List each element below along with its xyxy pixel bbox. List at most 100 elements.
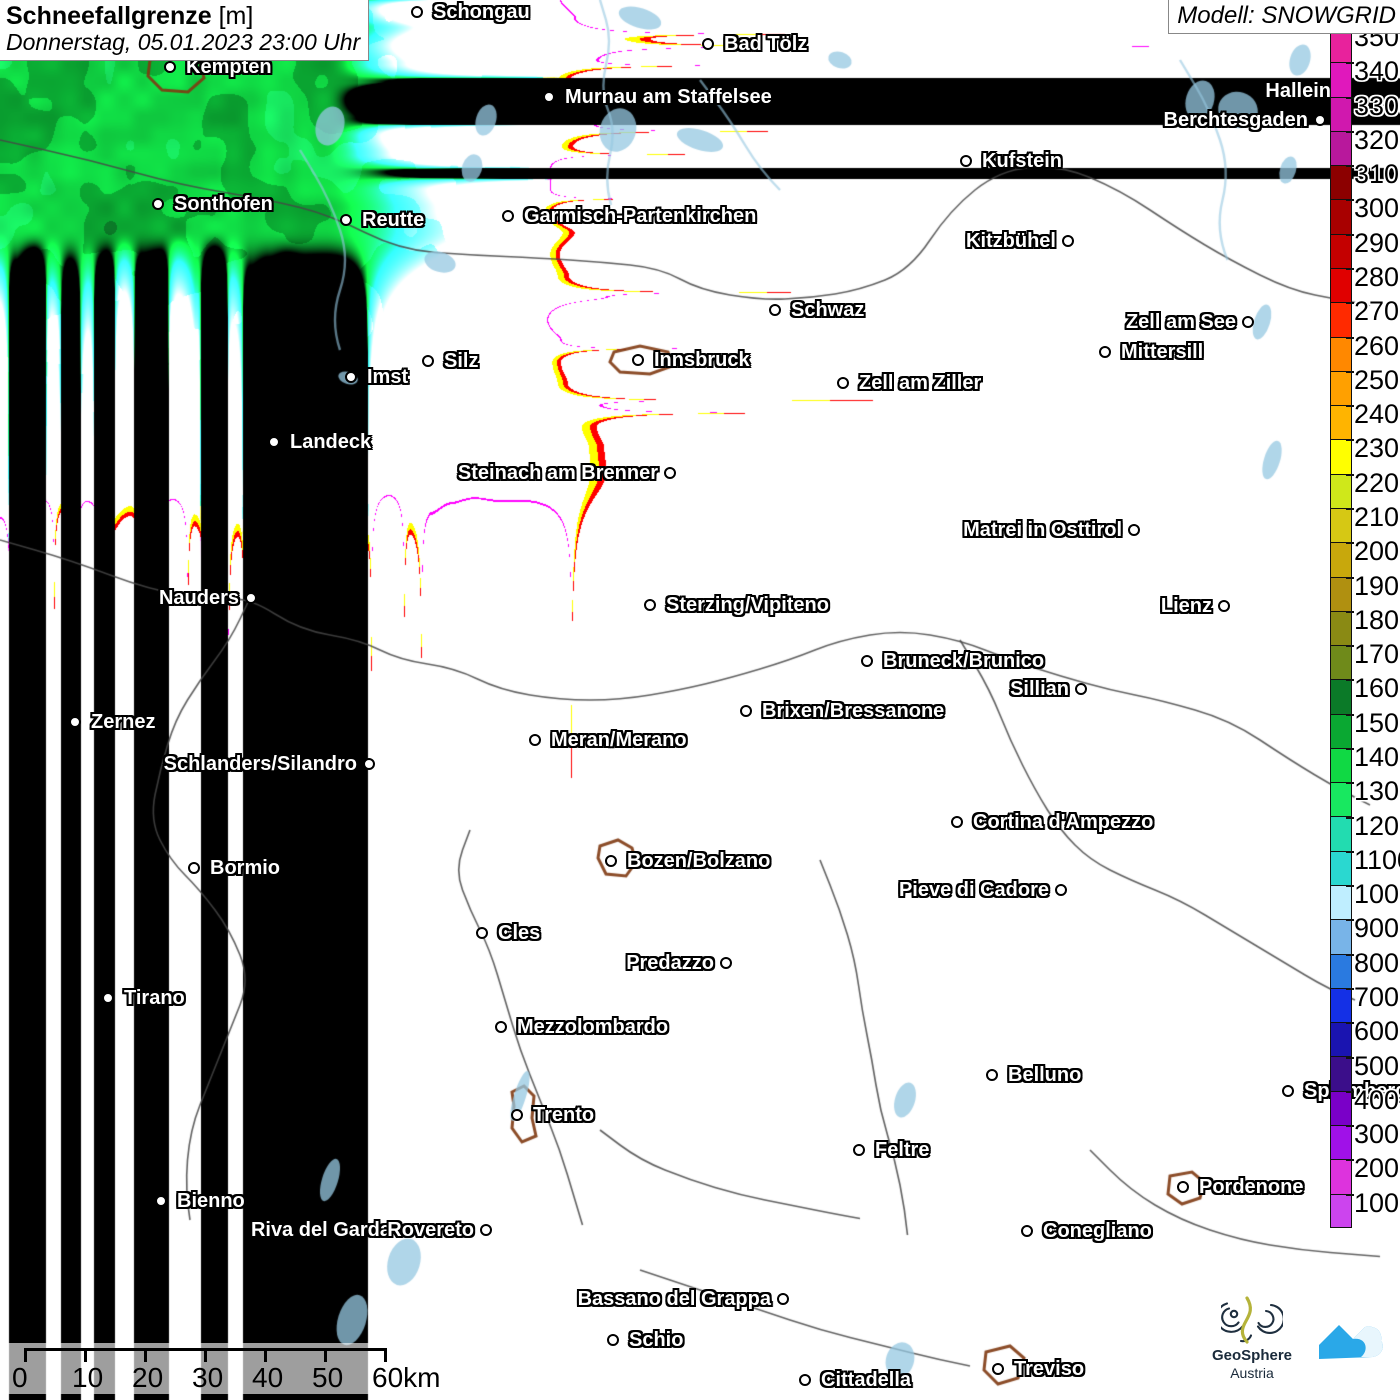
city-label: Riva del Garda bbox=[250, 1219, 391, 1241]
scale-label: 10 bbox=[72, 1362, 104, 1393]
colorbar-tick bbox=[1346, 988, 1354, 990]
city-label: Schio bbox=[629, 1329, 684, 1351]
city-label: Murnau am Staffelsee bbox=[565, 86, 772, 108]
colorbar-swatch bbox=[1330, 507, 1352, 543]
scale-label: 40 bbox=[252, 1362, 284, 1393]
colorbar-tick bbox=[1346, 610, 1354, 613]
colorbar-tick-label: 2300 bbox=[1354, 433, 1400, 464]
city-label: Cittadella bbox=[821, 1369, 912, 1391]
city-dot-icon bbox=[397, 1224, 409, 1236]
colorbar-tick-label: 1900 bbox=[1354, 570, 1400, 601]
city-dot-icon bbox=[1075, 683, 1087, 695]
colorbar-swatch bbox=[1330, 885, 1352, 920]
city-label: Kempten bbox=[186, 56, 272, 78]
city-dot-icon bbox=[960, 155, 972, 167]
city-label: Pordenone bbox=[1199, 1176, 1304, 1198]
city-dot-icon bbox=[69, 716, 81, 728]
colorbar-swatch bbox=[1330, 816, 1352, 851]
colorbar-tick-label: 200 bbox=[1354, 1153, 1400, 1184]
colorbar-tick bbox=[1346, 233, 1354, 236]
city-label: Sillian bbox=[1010, 678, 1069, 700]
scale-bar: 0 10 20 30 40 50 60km bbox=[4, 1343, 440, 1394]
city-label: Nauders bbox=[158, 587, 239, 609]
colorbar-tick-label: 2900 bbox=[1354, 227, 1400, 258]
city-label: Cles bbox=[498, 922, 541, 944]
city-label: Bassano del Grappa bbox=[577, 1288, 771, 1310]
colorbar-swatch bbox=[1330, 1125, 1352, 1160]
colorbar-tick-label: 700 bbox=[1354, 982, 1400, 1012]
city-label: Matrei in Osttirol bbox=[963, 519, 1122, 541]
colorbar-tick-label: 400 bbox=[1354, 1084, 1400, 1115]
city-dot-icon bbox=[1314, 114, 1326, 126]
colorbar-tick-label: 2800 bbox=[1354, 262, 1400, 292]
colorbar-tick bbox=[1346, 130, 1354, 133]
colorbar-swatch bbox=[1330, 1193, 1352, 1228]
city-dot-icon bbox=[777, 1293, 789, 1305]
city-label: Belluno bbox=[1008, 1064, 1082, 1086]
city-dot-icon bbox=[345, 371, 357, 383]
geosphere-logo[interactable]: GeoSphere Austria bbox=[1206, 1282, 1298, 1394]
scale-label: 30 bbox=[192, 1362, 224, 1393]
scale-tick bbox=[144, 1348, 147, 1362]
city-dot-icon bbox=[422, 355, 434, 367]
colorbar-tick bbox=[1346, 542, 1354, 545]
city-dot-icon bbox=[511, 1109, 523, 1121]
colorbar-swatch bbox=[1330, 576, 1352, 611]
colorbar-swatch bbox=[1330, 1022, 1352, 1057]
city-label: Zernez bbox=[91, 711, 156, 733]
colorbar-tick-label: 2100 bbox=[1354, 502, 1400, 532]
colorbar-tick bbox=[1346, 782, 1354, 785]
city-dot-icon bbox=[799, 1374, 811, 1386]
colorbar-swatch bbox=[1330, 747, 1352, 783]
colorbar[interactable] bbox=[1330, 28, 1352, 1228]
city-label: Feltre bbox=[875, 1139, 930, 1161]
colorbar-swatch bbox=[1330, 165, 1352, 200]
colorbar-tick bbox=[1346, 508, 1354, 510]
city-label: Kitzbühel bbox=[966, 230, 1056, 252]
colorbar-tick-label: 1100 bbox=[1354, 844, 1400, 875]
city-dot-icon bbox=[245, 592, 257, 604]
colorbar-tick-label: 2000 bbox=[1354, 536, 1400, 567]
city-dot-icon bbox=[837, 377, 849, 389]
city-label: Silz bbox=[444, 350, 479, 372]
colorbar-tick bbox=[1346, 713, 1354, 716]
city-dot-icon bbox=[529, 734, 541, 746]
scale-rule bbox=[24, 1348, 384, 1351]
colorbar-swatch bbox=[1330, 679, 1352, 714]
scale-bar-ruler bbox=[12, 1348, 388, 1362]
colorbar-swatch bbox=[1330, 919, 1352, 954]
city-dot-icon bbox=[740, 705, 752, 717]
colorbar-tick-label: 2600 bbox=[1354, 330, 1400, 361]
scale-tick bbox=[204, 1348, 207, 1362]
colorbar-tick-label: 3400 bbox=[1354, 56, 1400, 87]
mountain-cloud-logo[interactable] bbox=[1304, 1282, 1396, 1394]
colorbar-swatch bbox=[1330, 370, 1352, 406]
city-label: Schwaz bbox=[791, 299, 865, 321]
colorbar-swatch bbox=[1330, 302, 1352, 337]
mountain-cloud-icon bbox=[1319, 1325, 1383, 1359]
colorbar-tick bbox=[1346, 816, 1354, 819]
city-dot-icon bbox=[164, 61, 176, 73]
city-dot-icon bbox=[102, 992, 114, 1004]
city-label: Berchtesgaden bbox=[1163, 109, 1309, 131]
city-dot-icon bbox=[605, 855, 617, 867]
colorbar-swatch bbox=[1330, 267, 1352, 303]
city-dot-icon bbox=[702, 38, 714, 50]
colorbar-swatch bbox=[1330, 542, 1352, 577]
colorbar-tick bbox=[1346, 885, 1354, 888]
city-dot-icon bbox=[853, 1144, 865, 1156]
colorbar-swatch bbox=[1330, 953, 1352, 988]
city-label: Zell am Ziller bbox=[859, 372, 982, 394]
colorbar-tick-label: 600 bbox=[1354, 1016, 1400, 1047]
city-dot-icon bbox=[720, 957, 732, 969]
city-label: Zell am See bbox=[1125, 311, 1236, 333]
colorbar-tick bbox=[1346, 1022, 1354, 1025]
city-label: Hallein bbox=[1265, 80, 1331, 102]
colorbar-swatch bbox=[1330, 130, 1352, 166]
city-label: Bad Tölz bbox=[724, 33, 808, 55]
colorbar-swatch bbox=[1330, 199, 1352, 234]
scale-label: 50 bbox=[312, 1362, 344, 1393]
city-label: Landeck bbox=[290, 431, 372, 453]
colorbar-tick-label: 3200 bbox=[1354, 124, 1400, 155]
